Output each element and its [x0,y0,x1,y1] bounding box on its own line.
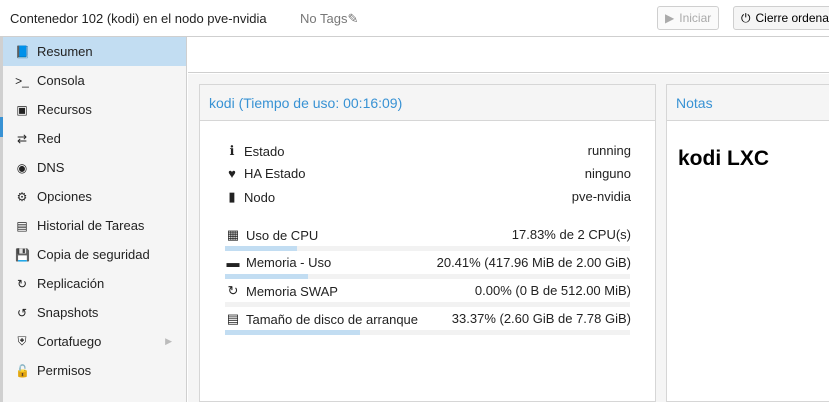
status-value: pve-nvidia [571,189,631,204]
sidebar-item-label: DNS [37,160,65,175]
sidebar-item-label: Snapshots [37,305,99,320]
refresh-icon: ↻ [227,283,239,298]
sidebar-item-label: Replicación [37,276,105,291]
usage-row: ▤ Tamaño de disco de arranque 33.37% (2.60… [226,311,631,327]
status-value: ninguno [584,166,631,181]
notes-title: Notas [667,85,829,121]
status-row: ℹ Estado running [226,143,631,159]
power-icon: ⏻ [741,10,751,25]
toolbar-area [188,37,829,73]
usage-value: 0.00% (0 B de 512.00 MiB) [474,283,631,298]
globe-icon: ◉ [16,160,28,175]
sidebar-item-red[interactable]: ⇄ Red [3,124,186,153]
sidebar-item-snapshots[interactable]: ↺ Snapshots [3,298,186,327]
usage-value: 17.83% de 2 CPU(s) [511,227,631,242]
cube-icon: ▣ [16,102,28,117]
tags-label: No Tags [300,11,348,26]
status-value: running [587,143,631,158]
tags-editor[interactable]: No Tags✎ [300,11,358,27]
history-icon: ↺ [16,305,28,320]
usage-value: 20.41% (417.96 MiB de 2.00 GiB) [436,255,631,270]
main: kodi (Tiempo de uso: 00:16:09) ℹ Estado ru… [188,37,829,402]
top-bar: Contenedor 102 (kodi) en el nodo pve-nvi… [0,0,829,37]
exchange-icon: ⇄ [16,131,28,146]
sidebar-item-label: Consola [37,73,85,88]
sidebar-item-label: Copia de seguridad [37,247,150,262]
usage-bar-fill [225,246,298,251]
page-title: Contenedor 102 (kodi) en el nodo pve-nvi… [10,11,267,26]
usage-bar [225,330,630,335]
status-row: ♥ HA Estado ninguno [226,166,631,181]
usage-row: ▦ Uso de CPU 17.83% de 2 CPU(s) [226,227,631,243]
sidebar-item-cortafuego[interactable]: ⛨ Cortafuego ▶ [3,327,186,356]
notes-panel: Notas kodi LXC [666,84,829,402]
sidebar-item-opciones[interactable]: ⚙ Opciones [3,182,186,211]
unlock-icon: 🔓 [15,363,30,378]
play-icon: ▶ [665,11,675,25]
book-icon: 📘 [15,44,30,59]
sidebar-item-label: Red [37,131,61,146]
shutdown-button[interactable]: ⏻ Cierre ordena [733,6,829,30]
retweet-icon: ↻ [16,276,28,291]
memory-icon: ▬ [226,255,240,270]
expand-arrow-icon[interactable]: ▶ [165,336,172,346]
gear-icon: ⚙ [16,189,28,204]
usage-value: 33.37% (2.60 GiB de 7.78 GiB) [451,311,631,326]
sidebar-item-label: Opciones [37,189,92,204]
hdd-icon: ▤ [226,311,240,326]
sidebar-item-consola[interactable]: >_ Consola [3,66,186,95]
cpu-icon: ▦ [226,227,240,242]
usage-bar [225,274,630,279]
usage-row: ↻ Memoria SWAP 0.00% (0 B de 512.00 MiB) [227,283,631,299]
info-icon: ℹ [229,143,235,158]
sidebar-item-permisos[interactable]: 🔓 Permisos [3,356,186,385]
floppy-icon: 💾 [15,247,30,262]
usage-bar-fill [225,274,308,279]
usage-bar [225,246,630,251]
heartbeat-icon: ♥ [228,166,236,181]
list-icon: ▤ [16,218,28,233]
usage-bar-fill [225,330,361,335]
terminal-icon: >_ [15,73,29,88]
sidebar-item-copia-de-seguridad[interactable]: 💾 Copia de seguridad [3,240,186,269]
sidebar-item-recursos[interactable]: ▣ Recursos [3,95,186,124]
usage-bar [225,302,630,307]
sidebar-item-label: Permisos [37,363,92,378]
pencil-icon[interactable]: ✎ [347,11,359,26]
sidebar-item-historial-de-tareas[interactable]: ▤ Historial de Tareas [3,211,186,240]
sidebar-item-label: Historial de Tareas [37,218,145,233]
summary-title: kodi (Tiempo de uso: 00:16:09) [200,85,655,121]
start-button[interactable]: ▶ Iniciar [657,6,720,30]
server-icon: ▮ [228,189,236,204]
summary-panel: kodi (Tiempo de uso: 00:16:09) ℹ Estado ru… [199,84,656,402]
notes-content: kodi LXC [678,147,770,170]
sidebar-item-label: Resumen [37,44,93,59]
sidebar-item-label: Cortafuego [37,334,102,349]
sidebar-item-replicaci-n[interactable]: ↻ Replicación [3,269,186,298]
sidebar: 📘 Resumen >_ Consola ▣ Recursos ⇄ Red ◉ DNS ⚙ Opcio… [3,37,187,402]
usage-row: ▬ Memoria - Uso 20.41% (417.96 MiB de 2.00… [226,255,632,270]
resize-edge[interactable] [0,37,3,402]
sidebar-item-dns[interactable]: ◉ DNS [3,153,186,182]
sidebar-item-label: Recursos [37,102,92,117]
shield-icon: ⛨ [17,334,27,348]
status-row: ▮ Nodo pve-nvidia [226,189,631,205]
sidebar-item-resumen[interactable]: 📘 Resumen [3,37,186,66]
